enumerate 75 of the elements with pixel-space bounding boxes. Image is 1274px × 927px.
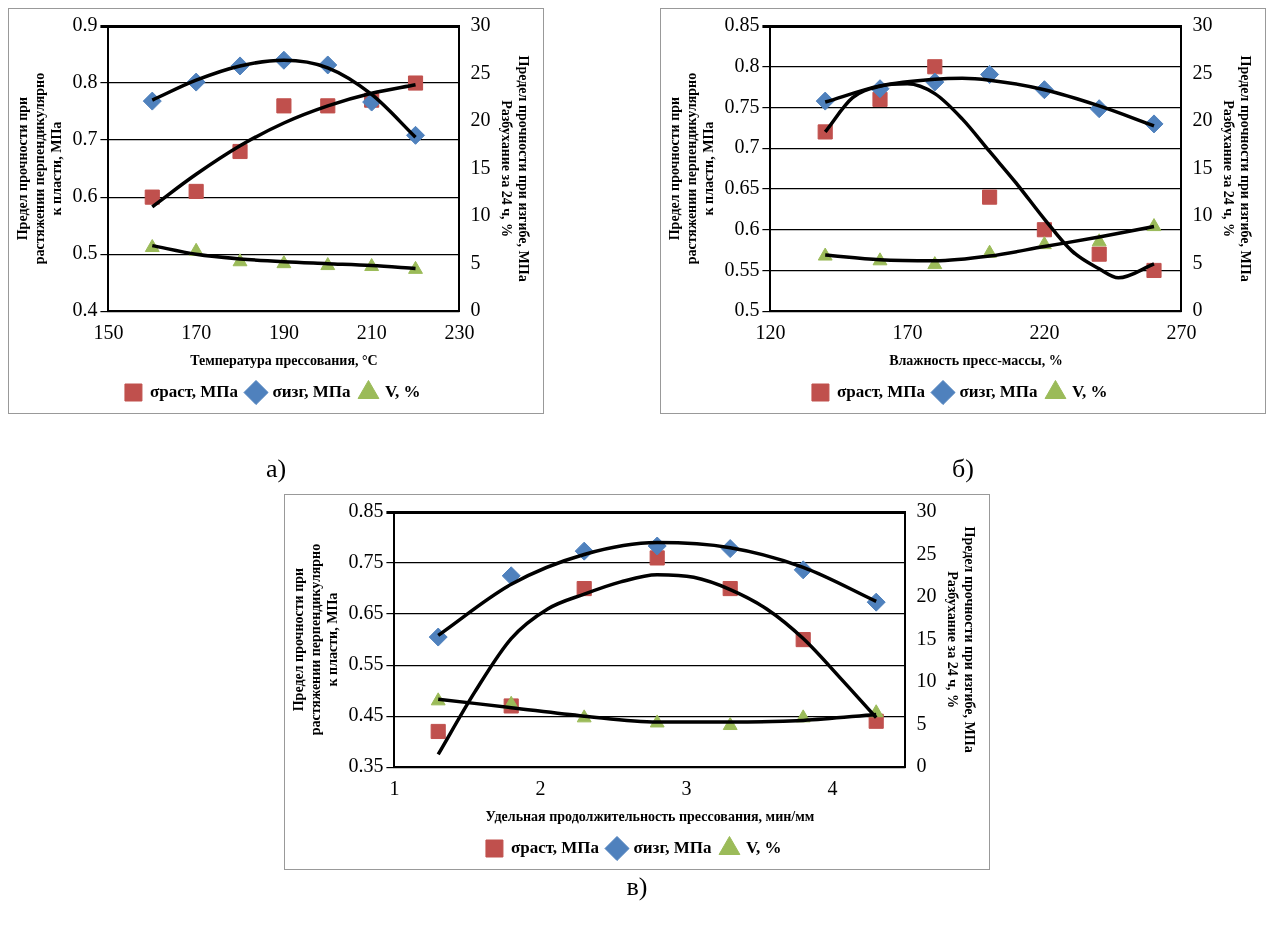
- y2-tick-label: 15: [916, 626, 937, 649]
- y2-tick-label: 20: [470, 108, 491, 131]
- y2-tick-label: 10: [916, 669, 937, 692]
- x-tick-label: 170: [892, 321, 923, 344]
- y2-tick-label: 30: [916, 499, 937, 522]
- y-tick-label: 0.85: [724, 13, 760, 36]
- y2-axis-title: Предел прочности при изгибе, МПа Разбухание за 24 ч, %: [945, 526, 977, 753]
- y-tick-label: 0.65: [348, 601, 384, 624]
- x-axis-title: Удельная продолжительность прессования, мин/мм: [485, 809, 815, 825]
- y-axis-title: Предел прочности при растяжении перпендикулярно к пласти, МПа: [291, 543, 340, 736]
- x-tick-label: 210: [356, 321, 387, 344]
- y-tick-label: 0.75: [348, 550, 384, 573]
- y2-tick-label: 5: [470, 250, 481, 273]
- y-tick-label: 0.7: [734, 135, 760, 158]
- text: а): [265, 454, 287, 484]
- y-tick-label: 0.4: [72, 298, 98, 321]
- y2-tick-label: 25: [1192, 60, 1213, 83]
- y2-tick-label: 20: [1192, 108, 1213, 131]
- legend-label: σизг, МПа: [959, 381, 1038, 401]
- x-tick-label: 3: [681, 777, 692, 800]
- x-tick-label: 190: [268, 321, 299, 344]
- x-tick-label: 230: [444, 321, 475, 344]
- y2-tick-label: 10: [1192, 203, 1213, 226]
- legend-label: σизг, МПа: [633, 837, 712, 857]
- y2-tick-label: 5: [916, 711, 927, 734]
- legend-label: σраст, МПа: [149, 381, 239, 401]
- y2-tick-label: 0: [470, 298, 481, 321]
- y2-tick-label: 15: [1192, 155, 1213, 178]
- y2-axis-title: Предел прочности при изгибе, МПа Разбухание за 24 ч, %: [499, 55, 531, 282]
- y-tick-label: 0.65: [724, 176, 760, 199]
- y-tick-label: 0.55: [348, 652, 384, 675]
- x-axis-title: Температура прессования, °C: [190, 353, 378, 369]
- x-axis-title: Влажность пресс-массы, %: [889, 353, 1063, 369]
- y-tick-label: 0.5: [734, 298, 760, 321]
- x-tick-label: 4: [827, 777, 838, 800]
- y-axis-title: Предел прочности при растяжении перпендикулярно к пласти, МПа: [667, 72, 716, 265]
- y-axis-title: Предел прочности при растяжении перпендикулярно к пласти, МПа: [15, 72, 64, 265]
- legend-label: σраст, МПа: [836, 381, 926, 401]
- y-tick-label: 0.85: [348, 499, 384, 522]
- text: б): [952, 454, 974, 484]
- y2-axis-title: Предел прочности при изгибе, МПа Разбухание за 24 ч, %: [1221, 55, 1253, 282]
- y-tick-label: 0.8: [72, 70, 98, 93]
- legend-label: V, %: [384, 381, 421, 401]
- y2-tick-label: 25: [470, 60, 491, 83]
- legend-label: σраст, МПа: [510, 837, 600, 857]
- legend-label: V, %: [1071, 381, 1108, 401]
- y-tick-label: 0.7: [72, 127, 98, 150]
- x-tick-label: 270: [1166, 321, 1197, 344]
- y-tick-label: 0.6: [734, 216, 760, 239]
- y2-tick-label: 5: [1192, 250, 1203, 273]
- y2-tick-label: 15: [470, 155, 491, 178]
- x-tick-label: 120: [755, 321, 786, 344]
- y-tick-label: 0.35: [348, 754, 384, 777]
- y-tick-label: 0.45: [348, 703, 384, 726]
- legend-label: V, %: [745, 837, 782, 857]
- y2-tick-label: 30: [1192, 13, 1213, 36]
- y-tick-label: 0.9: [72, 13, 98, 36]
- y-tick-label: 0.55: [724, 257, 760, 280]
- y2-tick-label: 0: [916, 754, 927, 777]
- y-tick-label: 0.8: [734, 53, 760, 76]
- y-tick-label: 0.5: [72, 241, 98, 264]
- x-tick-label: 220: [1029, 321, 1060, 344]
- y2-tick-label: 20: [916, 584, 937, 607]
- x-tick-label: 170: [181, 321, 212, 344]
- y2-tick-label: 0: [1192, 298, 1203, 321]
- x-tick-label: 2: [535, 777, 546, 800]
- y2-tick-label: 25: [916, 541, 937, 564]
- x-tick-label: 1: [389, 777, 400, 800]
- y-tick-label: 0.75: [724, 94, 760, 117]
- x-tick-label: 150: [93, 321, 124, 344]
- y2-tick-label: 10: [470, 203, 491, 226]
- y2-tick-label: 30: [470, 13, 491, 36]
- text: в): [626, 872, 648, 902]
- legend-label: σизг, МПа: [272, 381, 351, 401]
- y-tick-label: 0.6: [72, 184, 98, 207]
